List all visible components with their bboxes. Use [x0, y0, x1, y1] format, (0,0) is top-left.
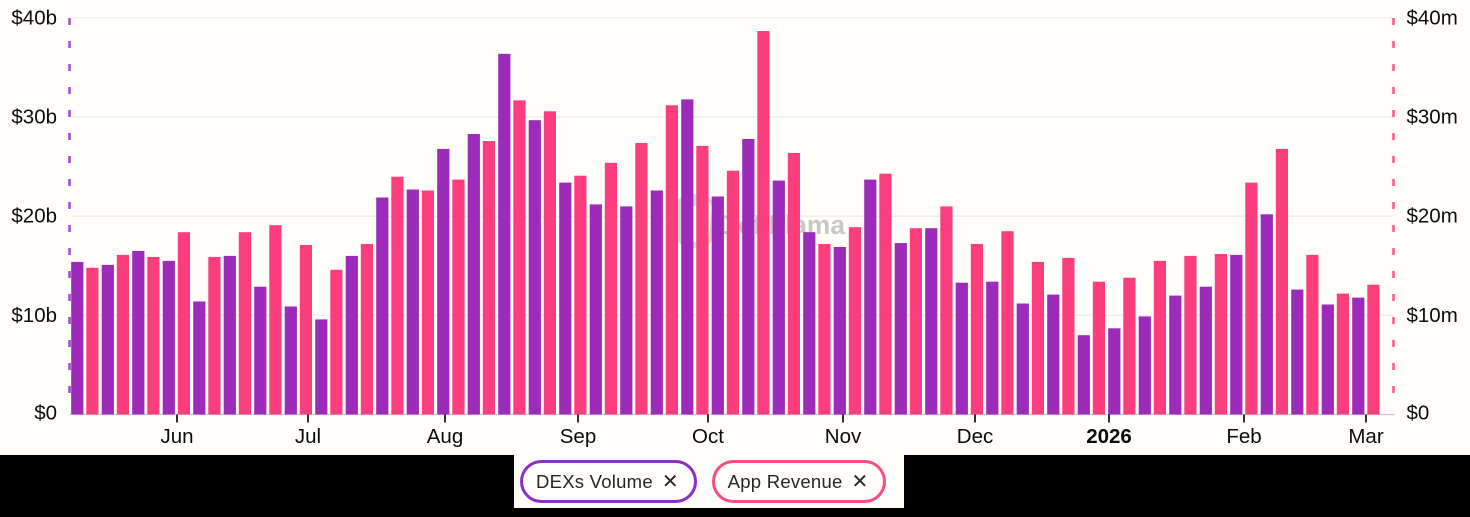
svg-text:$40m: $40m [1407, 7, 1458, 30]
svg-text:$0: $0 [34, 402, 57, 425]
svg-text:2026: 2026 [1086, 425, 1132, 448]
svg-text:$40b: $40b [11, 7, 57, 30]
svg-text:Mar: Mar [1348, 425, 1383, 448]
svg-text:Oct: Oct [692, 425, 724, 448]
svg-text:$10m: $10m [1407, 304, 1458, 327]
svg-text:$30m: $30m [1407, 106, 1458, 129]
svg-text:Jul: Jul [295, 425, 321, 448]
svg-text:Feb: Feb [1226, 425, 1261, 448]
svg-text:Sep: Sep [560, 425, 596, 448]
svg-text:Dec: Dec [957, 425, 993, 448]
svg-text:Jun: Jun [160, 425, 193, 448]
svg-text:Aug: Aug [427, 425, 463, 448]
svg-text:Nov: Nov [825, 425, 862, 448]
svg-text:$20b: $20b [11, 205, 57, 228]
svg-text:$30b: $30b [11, 106, 57, 129]
svg-text:$10b: $10b [11, 304, 57, 327]
svg-text:$20m: $20m [1407, 205, 1458, 228]
svg-text:$0: $0 [1407, 402, 1430, 425]
